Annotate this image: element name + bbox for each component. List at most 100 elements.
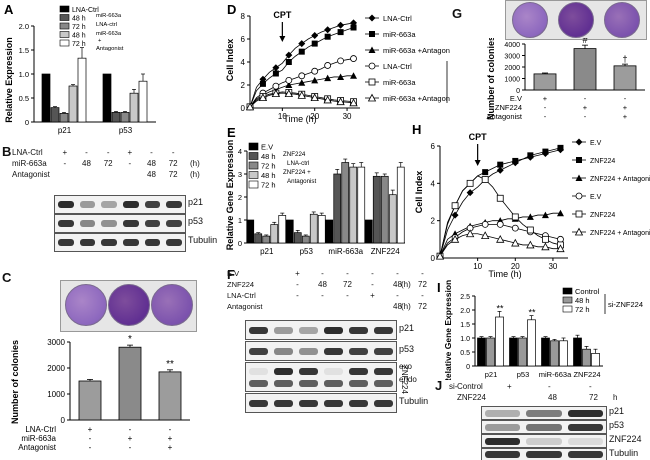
panel-a-chart: A Relative Expression 0 0.5 1.0 1.5 2.0 p21 p5… xyxy=(4,2,156,135)
tubulin-band xyxy=(567,451,603,458)
bar-72-h xyxy=(591,353,600,367)
time-unit: (h) xyxy=(401,280,411,289)
treatment-value: 48 xyxy=(147,170,156,179)
series-point-3 xyxy=(285,77,293,84)
treatment-row-label: Antagonist xyxy=(18,443,57,452)
bar-72-h-antagonist xyxy=(396,166,405,244)
series-point-0 xyxy=(311,32,319,40)
bar-48-h xyxy=(550,340,559,367)
series-point-3 xyxy=(311,67,319,75)
legend-note: miR-663a xyxy=(96,31,122,37)
p53-band xyxy=(101,220,117,227)
series-point-0 xyxy=(337,21,345,29)
panel-g-plate-znf224 xyxy=(558,2,594,38)
category-label: p21 xyxy=(260,247,274,256)
series-point-4 xyxy=(496,194,504,202)
panel-b-p21-blot xyxy=(54,195,186,214)
legend-swatch xyxy=(248,171,259,179)
p21-band xyxy=(166,201,182,208)
legend-swatch xyxy=(59,39,70,47)
p21-band xyxy=(374,326,393,334)
panel-a-letter: A xyxy=(4,2,14,17)
panel-a-ylabel: Relative Expression xyxy=(4,37,14,123)
significance-star: * xyxy=(128,334,132,345)
bar-72-h xyxy=(495,316,504,367)
bar-72-h-antagonist xyxy=(278,215,287,244)
legend-label: 48 h xyxy=(261,152,276,161)
treatment-value: 72 xyxy=(168,170,178,179)
bar-lna-ctrl xyxy=(102,73,112,123)
panel-j-tubulin-label: Tubulin xyxy=(609,448,639,458)
p53-band xyxy=(299,347,318,355)
treatment-value: + xyxy=(583,103,588,112)
y-tick-label: 0 xyxy=(25,118,29,127)
category-label: p53 xyxy=(300,247,314,256)
legend-label: 48 h xyxy=(575,296,590,305)
panel-c-plate-lna-ctrl xyxy=(65,284,107,326)
treatment-value: + xyxy=(128,434,133,443)
legend-swatch xyxy=(59,5,70,13)
legend-label: miR-663a +Antagonist xyxy=(383,94,450,103)
series-point-4 xyxy=(451,202,459,210)
tubulin-band xyxy=(349,399,368,407)
p53-band xyxy=(324,347,343,355)
bar-control xyxy=(477,337,486,367)
treatment-row-label: ZNF224 xyxy=(227,280,255,289)
treatment-value: - xyxy=(129,443,132,452)
significance-marker: # xyxy=(582,38,587,45)
series-point-2 xyxy=(298,79,306,86)
y-tick-label: 1000 xyxy=(47,390,65,399)
bar-72-h-antagonist xyxy=(77,57,87,123)
bar-1 xyxy=(118,346,142,421)
treatment-value: + xyxy=(623,103,628,112)
legend-swatch xyxy=(562,296,573,304)
series-point-5 xyxy=(310,93,319,102)
treatment-value: 48 xyxy=(82,159,91,168)
p53-band xyxy=(144,220,161,227)
treatment-row-label: E.V xyxy=(227,269,240,278)
y-tick-label: 1.5 xyxy=(19,46,29,55)
series-point-2 xyxy=(337,73,345,80)
treatment-value: - xyxy=(421,291,424,300)
treatment-row-label: Antagonist xyxy=(227,302,263,311)
panel-j-prefix: si- xyxy=(449,382,458,391)
panel-i-chart: I Relative Gene Expression 0 0.5 1.0 1.5 2.0… xyxy=(437,280,643,380)
treatment-value: - xyxy=(321,269,324,278)
time-unit: (h) xyxy=(190,170,200,179)
treatment-value: - xyxy=(89,434,92,443)
series-point-0 xyxy=(496,166,504,174)
panel-h-letter: H xyxy=(412,122,421,137)
p21-band xyxy=(485,409,521,417)
bar-e-v xyxy=(285,219,294,244)
panel-a: A Relative Expression 0 0.5 1.0 1.5 2.0 p21 p5… xyxy=(0,0,160,140)
panel-f-endo-label: endo xyxy=(399,375,417,384)
legend-swatch xyxy=(248,142,259,151)
panel-c: C Number of colonies 0 1000 2000 3000 * ** LNA… xyxy=(0,270,225,460)
panel-c-letter: C xyxy=(2,270,12,285)
treatment-value: - xyxy=(624,94,627,103)
category-label: p53 xyxy=(119,126,133,135)
series-point-5 xyxy=(496,234,505,243)
p21-band xyxy=(274,326,293,334)
treatment-value: - xyxy=(346,269,349,278)
cpt-arrowhead xyxy=(279,36,286,42)
p53-band xyxy=(374,347,393,355)
tubulin-band xyxy=(274,399,293,407)
series-point-3 xyxy=(337,57,344,65)
series-point-1 xyxy=(482,169,489,176)
bar-48-h-lna-ctrl-mir-663a-antagonist xyxy=(68,85,78,123)
x-tick-label: 20 xyxy=(310,112,319,121)
y-tick-label: 1 xyxy=(238,216,242,225)
znf224-band xyxy=(526,437,562,445)
znf224-endo-band xyxy=(299,379,318,387)
series-point-0 xyxy=(272,64,280,72)
treatment-row-label: miR-663a xyxy=(21,434,56,443)
tubulin-band xyxy=(324,399,343,407)
legend-label: 72 h xyxy=(72,24,86,31)
legend-label: ZNF224 + Antagonist xyxy=(590,230,650,237)
category-label: miR-663a xyxy=(539,370,572,379)
bar-72-h-antagonist xyxy=(357,166,366,244)
series-point-0 xyxy=(324,26,332,34)
p21-band xyxy=(58,201,74,208)
treatment-value: + xyxy=(88,425,93,434)
